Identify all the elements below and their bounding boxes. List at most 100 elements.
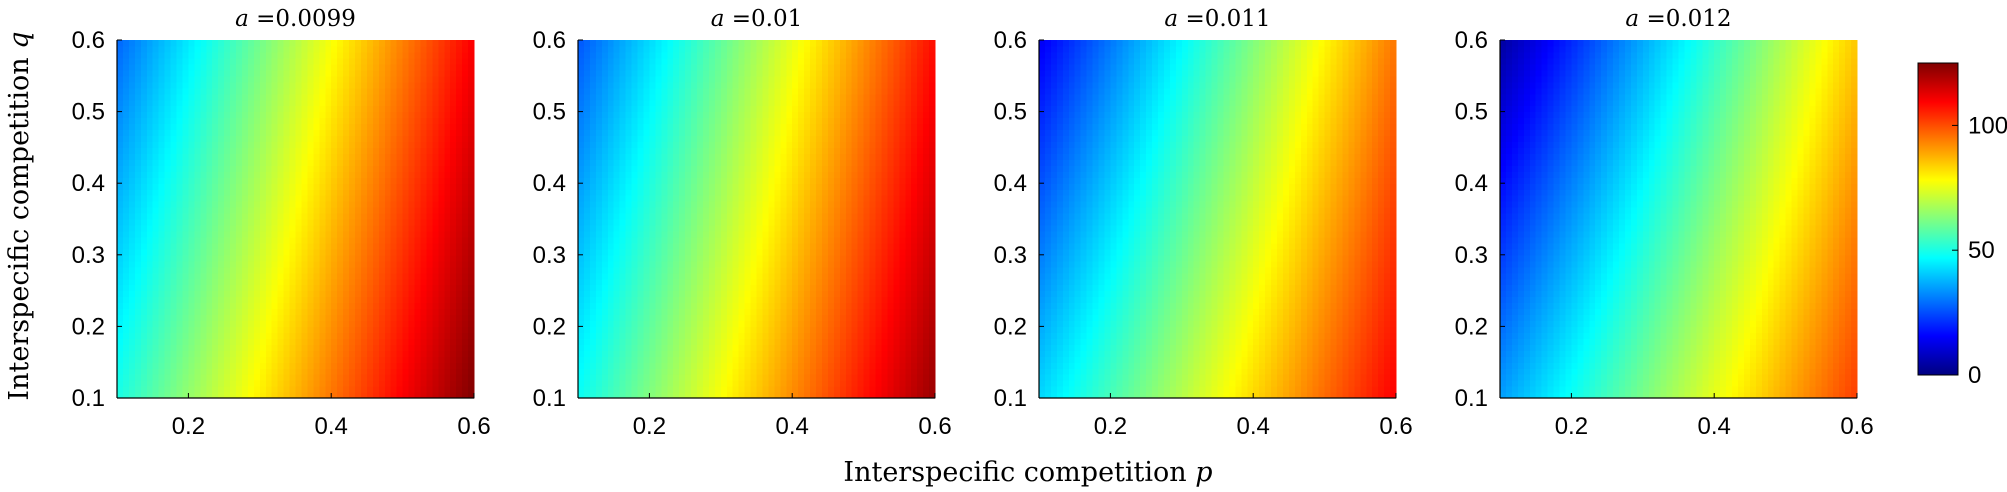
heatmap-cell — [289, 159, 297, 166]
heatmap-cell — [319, 111, 326, 119]
heatmap-cell — [265, 302, 273, 310]
heatmap-cell — [212, 278, 219, 286]
heatmap-cell — [152, 386, 160, 393]
heatmap-cell — [331, 135, 338, 143]
heatmap-cell — [134, 105, 142, 113]
heatmap-cell — [595, 344, 603, 351]
heatmap-cell — [390, 368, 398, 375]
heatmap-cell — [631, 242, 639, 250]
heatmap-cell — [438, 117, 445, 125]
heatmap-cell — [349, 183, 356, 190]
heatmap-cell — [643, 153, 650, 160]
heatmap-cell — [384, 123, 392, 131]
heatmap-cell — [655, 177, 662, 184]
heatmap-cell — [230, 171, 237, 178]
heatmap-cell — [468, 392, 475, 399]
heatmap-cell — [438, 242, 445, 250]
heatmap-cell — [158, 69, 166, 77]
heatmap-cell — [619, 272, 627, 280]
heatmap-cell — [631, 189, 639, 196]
heatmap-cell — [438, 290, 445, 298]
heatmap-cell — [194, 368, 201, 375]
heatmap-cell — [307, 278, 314, 286]
heatmap-cell — [283, 147, 291, 154]
heatmap-cell — [200, 344, 207, 351]
heatmap-cell — [468, 165, 475, 172]
heatmap-cell — [708, 392, 716, 399]
heatmap-cell — [259, 153, 267, 160]
heatmap-cell — [170, 87, 178, 95]
heatmap-cell — [625, 326, 633, 333]
heatmap-cell — [236, 75, 243, 83]
heatmap-cell — [182, 338, 189, 345]
heatmap-cell — [182, 332, 189, 339]
heatmap-cell — [182, 284, 189, 292]
heatmap-cell — [390, 81, 398, 89]
heatmap-cell — [444, 177, 451, 184]
heatmap-cell — [702, 117, 710, 125]
heatmap-cell — [128, 308, 136, 316]
heatmap-cell — [212, 308, 219, 316]
heatmap-cell — [140, 386, 148, 393]
heatmap-cell — [200, 254, 207, 262]
heatmap-cell — [152, 177, 160, 184]
heatmap-cell — [456, 81, 463, 89]
heatmap-cell — [438, 230, 445, 238]
heatmap-cell — [158, 117, 166, 125]
heatmap-cell — [619, 63, 627, 71]
heatmap-cell — [637, 338, 645, 345]
heatmap-cell — [432, 344, 439, 351]
heatmap-cell — [289, 242, 297, 250]
heatmap-cell — [613, 362, 621, 369]
heatmap-cell — [601, 296, 609, 304]
heatmap-cell — [414, 386, 422, 393]
heatmap-cell — [355, 123, 362, 131]
heatmap-cell — [643, 189, 650, 196]
heatmap-cell — [655, 183, 662, 190]
heatmap-cell — [414, 147, 422, 154]
heatmap-cell — [152, 296, 160, 304]
heatmap-cell — [188, 63, 195, 71]
heatmap-cell — [691, 224, 698, 232]
heatmap-cell — [673, 171, 680, 178]
heatmap-cell — [259, 51, 267, 59]
heatmap-cell — [182, 207, 189, 214]
heatmap-cell — [420, 260, 427, 268]
heatmap-cell — [372, 272, 380, 280]
heatmap-cell — [194, 219, 201, 226]
heatmap-cell — [462, 230, 469, 238]
heatmap-cell — [194, 69, 201, 77]
heatmap-cell — [625, 374, 633, 381]
heatmap-cell — [649, 272, 656, 280]
heatmap-cell — [117, 356, 124, 363]
heatmap-cell — [134, 153, 142, 160]
heatmap-cell — [426, 69, 433, 77]
heatmap-cell — [247, 332, 255, 339]
heatmap-cell — [152, 230, 160, 238]
heatmap-cell — [265, 314, 273, 322]
heatmap-cell — [325, 189, 332, 196]
heatmap-cell — [372, 129, 380, 137]
heatmap-cell — [200, 326, 207, 333]
heatmap-cell — [643, 141, 650, 148]
heatmap-cell — [236, 159, 243, 166]
heatmap-cell — [283, 51, 291, 59]
heatmap-cell — [313, 45, 320, 53]
heatmap-cell — [402, 213, 410, 220]
heatmap-cell — [122, 314, 130, 322]
heatmap-cell — [708, 272, 716, 280]
heatmap-cell — [372, 278, 380, 286]
heatmap-cell — [619, 219, 627, 226]
heatmap-cell — [134, 296, 142, 304]
heatmap-cell — [230, 380, 237, 387]
heatmap-cell — [366, 338, 374, 345]
heatmap-cell — [134, 242, 142, 250]
heatmap-cell — [277, 81, 285, 89]
heatmap-cell — [619, 135, 627, 143]
heatmap-cell — [589, 183, 597, 190]
heatmap-cell — [289, 45, 297, 53]
heatmap-cell — [253, 296, 261, 304]
heatmap-cell — [134, 69, 142, 77]
heatmap-cell — [438, 141, 445, 148]
heatmap-cell — [420, 332, 427, 339]
